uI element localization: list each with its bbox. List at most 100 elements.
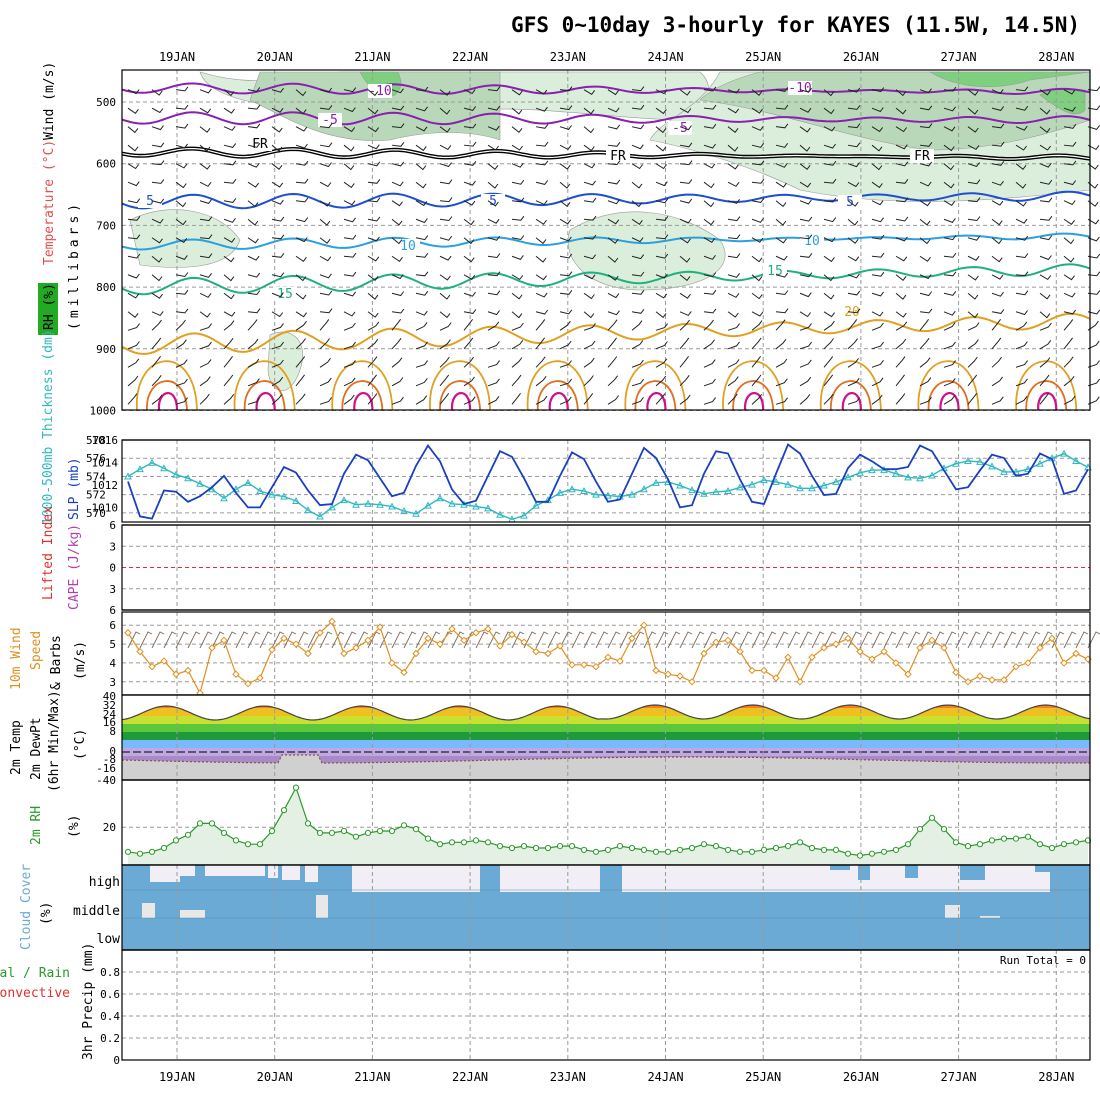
wind-barb [1015,271,1029,277]
wind-barb [895,216,909,222]
thickness-point [412,509,420,517]
wind10m-barb [847,631,861,649]
thickness-point [124,472,132,480]
wind-barb [319,87,333,93]
wind-barb [463,376,475,387]
wind-barb [607,292,620,299]
wind-barb [751,274,763,282]
wind-barb [655,163,667,170]
wind-barb [175,181,187,189]
wind-barb [847,200,859,207]
wind-barb [439,255,452,261]
wind-barb [151,311,164,317]
wind-barb [583,126,595,134]
wind-barb [487,163,499,171]
thickness-point [964,456,972,464]
wind-barb [559,378,572,387]
wind-barb [703,272,717,278]
wind-barb [511,197,525,203]
rh2m-point [424,835,432,842]
wind10m-barb [487,631,501,649]
rh2m-point [520,843,528,850]
wind-barb [319,200,331,207]
rh2m-point [580,846,588,854]
wind10m-point [628,634,636,643]
precip-tick: 0 [113,1054,120,1067]
wind10m-point [688,678,696,686]
wind-barb [967,356,978,368]
wind-barb [319,290,333,296]
wind10m-barb [379,631,393,649]
wind-barb [583,340,596,350]
wind-barb [799,376,812,387]
temp2m-tick: 0 [109,745,116,758]
wind10m-point [556,642,564,650]
high-cloud [600,865,622,868]
wind10m-point [220,636,228,645]
wind-barb [247,378,260,387]
wind-barb [775,104,789,110]
wind10m-point [784,653,792,661]
wind-barb [799,144,811,152]
wind-barb [679,375,690,387]
wind-barb [943,163,955,171]
wind-barb [223,255,235,263]
wind-barb [535,356,546,368]
rh2m-tick: 20 [103,821,116,834]
wind-barb [943,106,956,112]
wind-barb [583,393,594,405]
rh2m-point [148,848,156,855]
pressure-tick: 800 [96,281,116,294]
wind-barb [799,292,812,298]
wind-barb [1063,141,1077,147]
wind-barb [463,141,477,147]
wind10m-barb [871,631,885,649]
wind-barb [559,309,573,315]
wind-barb [295,217,309,223]
wind-barb [487,181,499,189]
wind-barb [487,290,501,296]
wind-barb [631,181,643,189]
wind-barb [295,338,306,350]
wind-barb [943,144,955,152]
rh2m-point [172,837,180,844]
wind-barb [895,197,909,203]
wind-barb [655,358,668,368]
wind-barb [511,107,523,115]
wind-barb [775,272,789,278]
high-cloud [830,865,850,870]
isotherm--5: -5 -5 [121,111,1091,136]
wind-barb [415,106,428,112]
li-tick: 0 [109,562,116,575]
wind-barb [415,126,428,132]
wind10m-point [892,659,900,667]
wind-barb [535,292,548,298]
wind-barb [943,252,957,258]
rh2m-point [676,846,684,854]
wind-barb [823,255,835,263]
wind10m-point [184,666,192,675]
wind-barb [415,235,429,241]
wind-barb [367,144,380,150]
wind-barb [199,273,212,278]
wind-barb [823,143,836,149]
wind10m-tick: 5 [109,638,116,651]
wind-barb [1039,162,1052,168]
wind-barb [415,322,428,331]
date-label-top: 23JAN [550,50,586,64]
wind-barb [919,161,933,167]
wind-barb [607,310,620,316]
wind10m-point [916,644,924,652]
thickness-point [748,480,756,488]
thickness-point [820,481,828,489]
wind-barb [679,160,693,166]
wind-barb [727,234,741,240]
wind-barb [439,179,453,185]
wind-barb [295,356,306,368]
wind-barb [415,395,428,405]
wind10m-barb [1003,631,1017,649]
precip-label-a: Total / Rain [0,966,70,981]
wind-barb [487,378,500,387]
wind-barb [775,378,788,387]
wind10m-barb [211,631,225,649]
